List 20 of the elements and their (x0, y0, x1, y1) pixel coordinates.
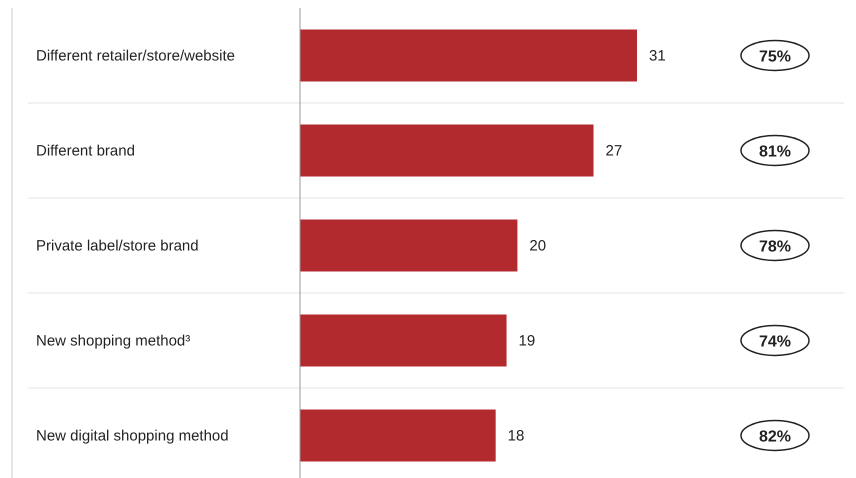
text: 78% (758, 238, 792, 256)
bar (300, 124, 594, 176)
text: 74% (758, 334, 792, 350)
y-tick-label: New digital shopping method (36, 428, 229, 444)
text: 81% (758, 144, 792, 160)
y-tick-label: New shopping method³ (36, 332, 190, 350)
data-label: 19 (518, 332, 536, 350)
y-tick-label: Different brand (36, 142, 135, 160)
text: 82% (758, 428, 792, 446)
bar (300, 220, 518, 272)
bar (300, 410, 496, 462)
data-label: 20 (529, 238, 546, 254)
text: 75% (758, 48, 792, 66)
y-tick-label: Private label/store brand (36, 238, 199, 254)
data-label: 27 (606, 142, 622, 160)
bar (300, 30, 637, 82)
y-tick-label: Different retailer/store/website (36, 48, 235, 64)
data-label: 31 (649, 48, 666, 64)
bar (300, 314, 507, 366)
data-label: 18 (508, 428, 524, 444)
